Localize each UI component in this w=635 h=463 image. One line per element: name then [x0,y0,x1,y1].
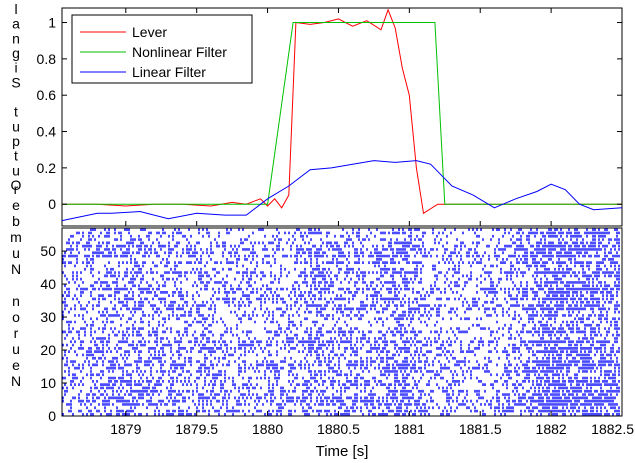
y-axis-label-char: r [14,181,19,197]
y-axis-label-char: o [12,309,20,325]
raster-plot-background [62,228,622,416]
raster-y-tick-label: 0 [48,408,56,424]
y-axis-label-char: u [12,341,20,357]
y-axis-label-char: N [11,373,21,389]
y-axis-label-char: N [11,261,21,277]
y-axis-label-char: u [12,118,20,134]
raster-x-tick-label: 1879 [110,421,141,437]
y-axis-label-char: t [14,104,18,120]
y-axis-label-char: O [11,177,22,193]
legend-label: Linear Filter [132,64,206,80]
y-axis-label-char: S [11,74,20,90]
y-axis-label-char: m [10,229,22,245]
raster-x-tick-label: 1880.5 [317,421,360,437]
raster-y-tick-label: 50 [40,243,56,259]
raster-x-tick-label: 1879.5 [175,421,218,437]
raster-x-tick-label: 1881 [394,421,425,437]
legend: Lever Nonlinear Filter Linear Filter [71,14,253,84]
raster-y-ticks: 0 10 20 30 40 50 [40,243,67,424]
y-axis-label-char: a [12,16,20,32]
signal-y-tick-label: 0.8 [37,51,57,67]
y-axis-label-char: b [12,213,20,229]
signal-y-ticks: 0 0.2 0.4 0.6 0.8 1 [37,8,623,226]
y-axis-label-char: p [12,133,20,149]
raster-y-tick-label: 30 [40,309,56,325]
raster-x-tick-label: 1880 [252,421,283,437]
raster-x-tick-label: 1882 [536,421,567,437]
y-axis-label-char: n [12,293,20,309]
signal-y-tick-label: 0.4 [37,124,57,140]
legend-label: Nonlinear Filter [132,44,227,60]
x-axis-label: Time [s] [316,443,369,460]
y-axis-label-char: g [12,45,20,61]
raster-x-tick-label: 1882.5 [591,421,634,437]
y-axis-label-char: e [12,357,20,373]
raster-spike-marks [62,228,620,416]
y-axis-label-char: e [12,197,20,213]
raster-x-tick-label: 1881.5 [459,421,502,437]
raster-panel: 0 10 20 30 40 50 1879 1879.5 1880 1880.5 1881 1881… [40,227,634,460]
y-axis-label-char: i [14,60,17,76]
signal-series-group [61,8,623,222]
series-line-nonlinear-filter [62,22,622,205]
legend-label: Lever [132,24,167,40]
signal-y-tick-label: 1 [48,15,56,31]
raster-spikes-group [62,228,620,416]
y-axis-label-char: t [14,148,18,164]
y-axis-label-char: l [14,1,17,17]
y-axis-label-char: u [12,162,20,178]
raster-y-tick-label: 40 [40,276,56,292]
series-line-linear-filter [61,160,623,222]
signal-y-tick-label: 0 [48,196,56,212]
raster-x-ticks: 1879 1879.5 1880 1880.5 1881 1881.5 1882 1882.5 [110,411,634,437]
signal-y-tick-label: 0.6 [37,87,57,103]
raster-y-tick-label: 20 [40,342,56,358]
signal-panel: 0 0.2 0.4 0.6 0.8 1 Lever Nonlinear Filter Line… [37,7,623,227]
y-axis-label-char: n [12,30,20,46]
raster-y-tick-label: 10 [40,375,56,391]
raster-plot-frame [61,227,623,417]
signal-y-tick-label: 0.2 [37,160,57,176]
y-axis-label-char: r [14,325,19,341]
y-axis-label-char: u [12,245,20,261]
